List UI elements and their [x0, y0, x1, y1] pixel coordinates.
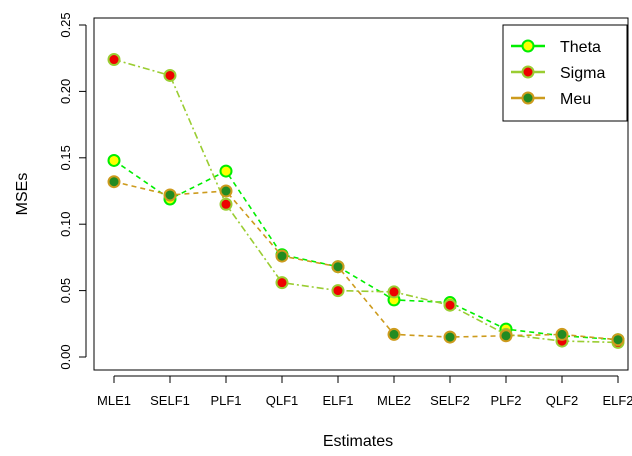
- legend-entry-meu: Meu: [511, 91, 591, 108]
- data-point: [275, 276, 289, 290]
- x-tick-label: SELF2: [430, 393, 470, 408]
- legend: Theta Sigma Meu: [502, 24, 628, 122]
- x-tick-label: PLF2: [490, 393, 521, 408]
- legend-label: Sigma: [560, 65, 605, 82]
- x-tick-label: PLF1: [210, 393, 241, 408]
- x-axis: MLE1 SELF1 PLF1 QLF1 ELF1 MLE2 SELF2 PLF2 QLF2 EL…: [97, 375, 632, 408]
- legend-marker: [521, 91, 535, 105]
- y-tick-label: 0.20: [58, 79, 73, 104]
- data-point: [443, 298, 457, 312]
- data-point: [107, 53, 121, 67]
- series-layer: [107, 53, 625, 349]
- data-point: [443, 330, 457, 344]
- x-axis-title: Estimates: [323, 433, 393, 450]
- y-tick-label: 0.15: [58, 145, 73, 170]
- data-point: [219, 197, 233, 211]
- series-line: [113, 58, 619, 344]
- data-point: [163, 188, 177, 202]
- data-point: [219, 164, 233, 178]
- data-point: [387, 285, 401, 299]
- legend-label: Meu: [560, 91, 591, 108]
- series-line: [113, 180, 619, 341]
- y-tick-label: 0.10: [58, 212, 73, 237]
- y-tick-label: 0.00: [58, 344, 73, 369]
- data-point: [107, 175, 121, 189]
- data-point: [219, 184, 233, 198]
- data-point: [331, 260, 345, 274]
- y-axis-title: MSEs: [14, 173, 31, 216]
- x-tick-label: QLF2: [546, 393, 579, 408]
- x-tick-label: MLE1: [97, 393, 131, 408]
- x-tick-label: ELF2: [602, 393, 632, 408]
- series-theta: [107, 153, 625, 347]
- data-point: [387, 327, 401, 341]
- legend-marker: [521, 65, 535, 79]
- series-meu: [107, 175, 625, 347]
- data-point: [555, 327, 569, 341]
- series-line: [113, 159, 619, 341]
- legend-label: Theta: [560, 39, 601, 56]
- legend-entry-sigma: Sigma: [511, 65, 605, 82]
- data-point: [107, 153, 121, 167]
- legend-entry-theta: Theta: [511, 39, 601, 56]
- legend-marker: [521, 39, 535, 53]
- x-tick-label: QLF1: [266, 393, 299, 408]
- y-axis: 0.00 0.05 0.10 0.15 0.20 0.25: [58, 12, 87, 370]
- x-tick-label: SELF1: [150, 393, 190, 408]
- data-point: [611, 333, 625, 347]
- y-tick-label: 0.05: [58, 278, 73, 303]
- x-tick-label: ELF1: [322, 393, 353, 408]
- x-tick-label: MLE2: [377, 393, 411, 408]
- data-point: [275, 249, 289, 263]
- data-point: [331, 284, 345, 298]
- data-point: [163, 68, 177, 82]
- plot-frame: [93, 17, 629, 371]
- data-point: [499, 329, 513, 343]
- y-tick-label: 0.25: [58, 12, 73, 37]
